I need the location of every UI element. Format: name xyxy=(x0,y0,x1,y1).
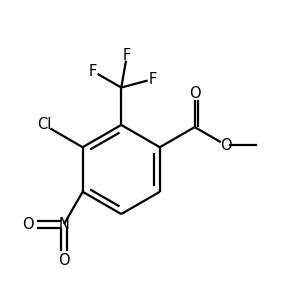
Text: O: O xyxy=(220,137,232,153)
Text: Cl: Cl xyxy=(37,117,51,132)
Text: F: F xyxy=(123,48,131,63)
Text: F: F xyxy=(89,64,97,79)
Text: N: N xyxy=(58,217,69,232)
Text: O: O xyxy=(58,253,70,268)
Text: O: O xyxy=(189,86,200,101)
Text: F: F xyxy=(148,72,157,87)
Text: O: O xyxy=(22,217,33,232)
